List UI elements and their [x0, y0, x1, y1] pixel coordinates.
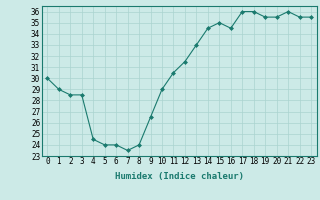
X-axis label: Humidex (Indice chaleur): Humidex (Indice chaleur)	[115, 172, 244, 181]
